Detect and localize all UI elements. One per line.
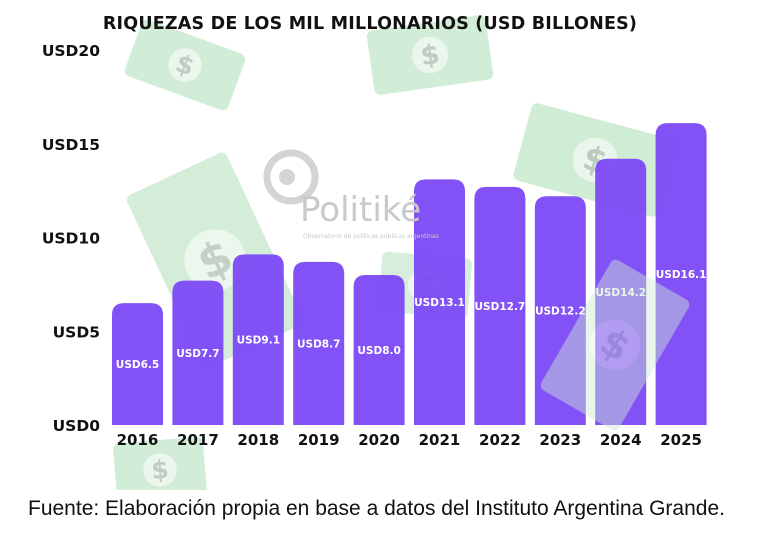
bar-value-label: USD12.7 xyxy=(475,301,526,313)
svg-text:$: $ xyxy=(419,39,442,72)
dollar-bill-icon: $ xyxy=(540,259,690,431)
x-tick-label: 2020 xyxy=(358,431,400,449)
bar xyxy=(112,303,163,425)
bar-value-label: USD9.1 xyxy=(237,335,280,347)
bar xyxy=(655,123,707,425)
politike-logo-icon xyxy=(263,149,319,205)
y-tick-label: USD10 xyxy=(42,230,100,248)
x-tick-label: 2023 xyxy=(539,431,581,449)
bar xyxy=(353,275,405,425)
x-tick-label: 2025 xyxy=(660,431,702,449)
bar xyxy=(595,158,647,425)
dollar-bill-icon: $ xyxy=(366,15,494,95)
chart-title: RIQUEZAS DE LOS MIL MILLONARIOS (USD BIL… xyxy=(102,14,638,34)
bar-value-label: USD7.7 xyxy=(176,348,219,360)
x-tick-label: 2018 xyxy=(237,431,279,449)
bar-value-label: USD14.2 xyxy=(595,287,646,299)
bar xyxy=(232,254,284,425)
source-note: Fuente: Elaboración propia en base a dat… xyxy=(28,497,725,520)
watermark-subtitle: Observatorio de políticas públicas argen… xyxy=(303,233,439,240)
bars-group: USD6.5 USD7.7 USD9.1 USD8.7 USD8.0 USD13.1 USD… xyxy=(112,123,707,425)
x-tick-label: 2022 xyxy=(479,431,521,449)
bar-value-label: USD12.2 xyxy=(535,306,586,318)
watermark-name: Politiké xyxy=(300,190,422,230)
dollar-bill-foreground: $ xyxy=(540,259,690,431)
x-tick-label: 2021 xyxy=(419,431,461,449)
bar xyxy=(534,196,586,425)
x-tick-label: 2016 xyxy=(117,431,159,449)
dollar-bill-icon: $ xyxy=(124,19,246,111)
y-tick-label: USD15 xyxy=(42,136,100,154)
bar xyxy=(474,186,526,425)
y-axis: USD0 USD5 USD10 USD15 USD20 xyxy=(42,42,100,435)
svg-text:$: $ xyxy=(150,455,170,485)
y-tick-label: USD20 xyxy=(42,42,100,60)
bar-value-label: USD8.0 xyxy=(357,345,400,357)
bar-value-label: USD8.7 xyxy=(297,338,340,350)
y-tick-label: USD5 xyxy=(53,323,100,341)
bar xyxy=(293,261,345,425)
dollar-bill-icon: $ xyxy=(113,436,207,490)
x-axis: 2016 2017 2018 2019 2020 2021 2022 2023 2024 2025 xyxy=(117,431,702,449)
x-tick-label: 2017 xyxy=(177,431,219,449)
bar xyxy=(414,179,465,425)
bar-value-label: USD16.1 xyxy=(656,269,707,281)
bar-value-label: USD6.5 xyxy=(116,359,159,371)
bar xyxy=(172,280,224,425)
chart: $$$$$$ USD6.5USD7.7USD9.1USD8.7USD8.0USD… xyxy=(42,15,707,490)
x-tick-label: 2024 xyxy=(600,431,642,449)
y-tick-label: USD0 xyxy=(53,417,101,435)
bar-value-label: USD13.1 xyxy=(414,297,465,309)
x-tick-label: 2019 xyxy=(298,431,340,449)
